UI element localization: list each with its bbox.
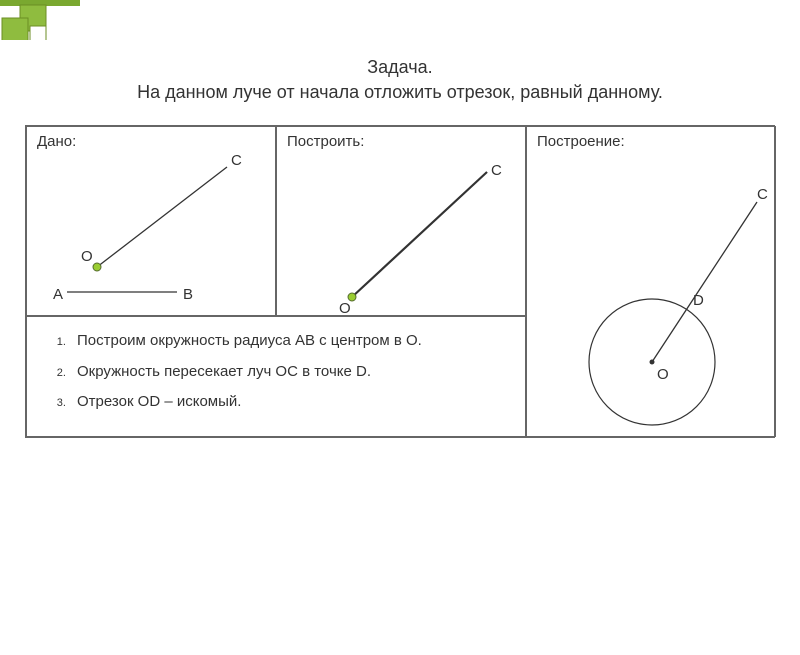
pt-O3: O bbox=[657, 366, 669, 383]
step-2: Окружность пересекает луч ОС в точке D. bbox=[69, 362, 515, 382]
step-1: Построим окружность радиуса АВ с центром… bbox=[69, 331, 515, 351]
title-line-2: На данном луче от начала отложить отрезо… bbox=[0, 80, 800, 105]
steps-list: Построим окружность радиуса АВ с центром… bbox=[69, 331, 515, 412]
pt-D: D bbox=[693, 292, 704, 309]
cell-construction: Построение: O D C bbox=[526, 126, 776, 437]
title-block: Задача. На данном луче от начала отложит… bbox=[0, 55, 800, 105]
cell-steps: Построим окружность радиуса АВ с центром… bbox=[26, 316, 526, 437]
construct-diagram: O C bbox=[277, 127, 527, 317]
cell-construct: Построить: O C bbox=[276, 126, 526, 316]
title-line-1: Задача. bbox=[0, 55, 800, 80]
cell-given: Дано: O C A B bbox=[26, 126, 276, 316]
pt-C2: C bbox=[491, 162, 502, 179]
pt-O: O bbox=[81, 248, 93, 265]
problem-grid: Дано: O C A B Построить: O C Построение: bbox=[25, 125, 775, 438]
corner-decoration bbox=[0, 0, 80, 40]
pt-C: C bbox=[231, 152, 242, 169]
pt-B: B bbox=[183, 286, 193, 303]
pt-O2: O bbox=[339, 300, 351, 317]
pt-C3: C bbox=[757, 186, 768, 203]
construction-diagram: O D C bbox=[527, 127, 777, 507]
pt-A: A bbox=[53, 286, 63, 303]
given-diagram: O C A B bbox=[27, 127, 277, 317]
step-3: Отрезок ОD – искомый. bbox=[69, 392, 515, 412]
